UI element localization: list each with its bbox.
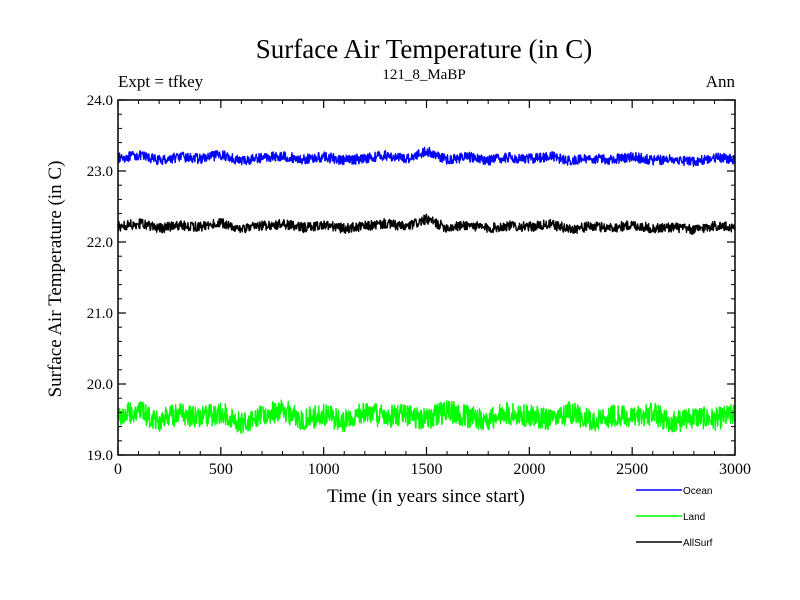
y-tick-label: 21.0 [87,306,113,322]
axes-layer: 0 500 1000 1500 2000 2500 3000 19.0 20.0 21.0 22.0… [87,93,751,478]
series-line-land [117,399,736,434]
y-tick-label: 19.0 [87,448,113,464]
legend-label-land: Land [683,512,705,523]
x-tick-label: 0 [114,461,122,478]
series-line-allsurf [117,213,736,235]
experiment-label: Expt = tfkey [118,72,204,91]
y-tick-label: 20.0 [87,377,113,393]
y-tick-label: 23.0 [87,164,113,180]
y-axis-label: Surface Air Temperature (in C) [45,161,66,398]
series-layer [117,146,736,434]
season-label: Ann [706,72,736,91]
x-tick-label: 1000 [308,461,340,478]
legend-label-allsurf: AllSurf [683,538,713,549]
x-tick-label: 2000 [513,461,545,478]
x-tick-label: 500 [209,461,233,478]
series-line-ocean [117,146,736,167]
x-tick-label: 1500 [411,461,443,478]
x-tick-label: 2500 [616,461,648,478]
x-axis-label: Time (in years since start) [327,486,525,507]
chart-subtitle: 121_8_MaBP [382,67,465,83]
y-tick-label: 24.0 [87,93,113,109]
y-tick-label: 22.0 [87,235,113,251]
chart-title: Surface Air Temperature (in C) [256,34,593,64]
legend-label-ocean: Ocean [683,486,712,497]
legend: Ocean Land AllSurf [636,486,713,549]
x-tick-label: 3000 [719,461,751,478]
